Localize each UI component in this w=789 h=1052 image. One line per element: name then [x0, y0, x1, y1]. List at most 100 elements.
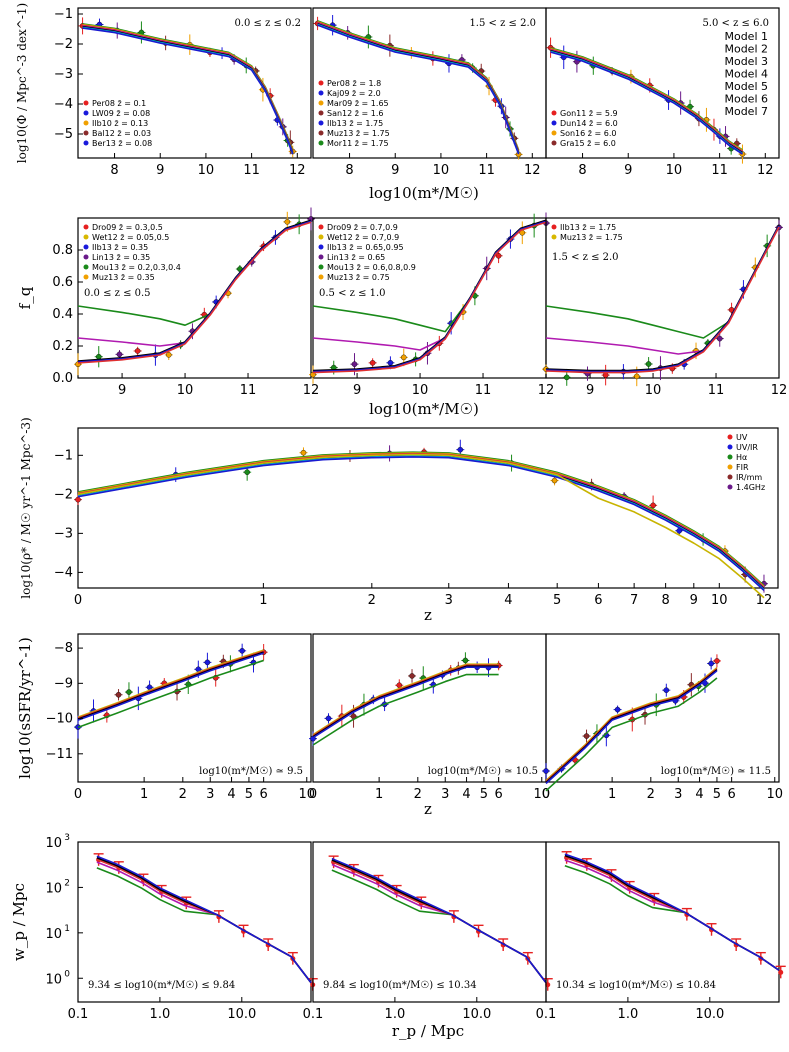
wp-panel-title: 9.84 ≤ log10(m*/M☉) ≤ 10.34: [323, 980, 477, 991]
wp-panel-title: 10.34 ≤ log10(m*/M☉) ≤ 10.84: [556, 980, 716, 991]
csfrd-data-point: [457, 446, 464, 453]
csfrd-legend-marker: [727, 474, 733, 480]
csfrd-ytick-label: −4: [54, 565, 73, 580]
smf-panel-title: 5.0 < z ≤ 6.0: [702, 18, 769, 29]
csfrd-xtick-label: 4: [504, 593, 512, 608]
fq-data-point: [400, 354, 407, 361]
wp-ylabel: w_p / Mpc: [10, 883, 28, 961]
wp-xtick-label: 1.0: [150, 1007, 171, 1022]
ssfr-data-point: [663, 687, 670, 693]
wp-model-line: [331, 860, 547, 984]
ssfr-data-point: [115, 691, 122, 698]
smf-legend-marker: [83, 110, 89, 116]
smf-legend-marker: [551, 140, 557, 146]
fq-xtick-label: 10: [645, 383, 662, 398]
smf-legend-entry: San12 z̄ = 1.6: [327, 109, 383, 118]
ssfr-data-point: [126, 689, 132, 695]
smf-legend-marker: [318, 120, 324, 126]
fq-model-line: [545, 225, 780, 373]
wp-panel-1: [77, 841, 312, 1003]
fq-legend-marker: [551, 224, 557, 230]
csfrd-legend-marker: [727, 484, 733, 490]
csfrd-legend-entry: 1.4GHz: [736, 483, 765, 492]
fq-legend-entry: Ilb13 z̄ = 0.65,0.95: [327, 243, 404, 252]
smf-panel-title: 0.0 ≤ z ≤ 0.2: [234, 18, 301, 29]
wp-model-line: [564, 856, 780, 971]
wp-model-line: [96, 867, 312, 984]
wp-model-line: [96, 861, 312, 984]
ssfr-xtick-label: 2: [647, 787, 655, 802]
smf-xtick-label: 12: [757, 163, 774, 178]
ssfr-panel-3: [545, 633, 780, 783]
ssfr-xtick-label: 1: [140, 787, 148, 802]
ssfr-model-line: [77, 652, 264, 721]
smf-xlabel: log10(m*/M☉): [369, 184, 479, 202]
fq-legend-entry: Wet12 z̄ = 0.05,0.5: [92, 233, 169, 242]
ssfr-ytick-label: −10: [46, 712, 73, 727]
ssfr-xtick-label: 3: [674, 787, 682, 802]
ssfr-xtick-label: 4: [462, 787, 470, 802]
smf-xtick-label: 11: [478, 163, 495, 178]
fq-legend-entry: Lin13 z̄ = 0.35: [92, 253, 150, 262]
ssfr-xtick-label: 5: [245, 787, 253, 802]
ssfr-ytick-label: −11: [46, 747, 73, 762]
smf-xtick-label: 9: [624, 163, 632, 178]
fq-legend-entry: Muz13 z̄ = 0.35: [92, 273, 155, 282]
smf-legend-entry: Ilb10 z̄ = 0.13: [92, 119, 148, 128]
smf-legend-entry: Kaj09 z̄ = 2.0: [327, 89, 381, 98]
fq-model-line: [77, 221, 312, 364]
smf-legend-marker: [83, 140, 89, 146]
csfrd-xtick-label: 2: [368, 593, 376, 608]
smf-legend-entry: Gon11 z̄ = 5.9: [560, 109, 618, 118]
fq-data-point: [116, 351, 123, 358]
csfrd-legend-entry: FIR: [736, 463, 749, 472]
csfrd-ytick-label: −1: [54, 448, 73, 463]
fq-data-point: [563, 374, 570, 381]
csfrd-xtick-label: 12: [756, 593, 773, 608]
fq-legend-marker: [318, 264, 324, 270]
ssfr-panel-2: [312, 633, 547, 783]
fq-model-1-line: [545, 225, 780, 339]
smf-legend-marker: [83, 130, 89, 136]
fq-legend-entry: Dro09 z̄ = 0.7,0.9: [327, 223, 398, 232]
fq-legend-entry: Muz13 z̄ = 0.75: [327, 273, 390, 282]
ssfr-panel-1: [77, 633, 312, 783]
fq-xtick-label: 10: [177, 383, 194, 398]
wp-model-line: [331, 863, 547, 984]
fq-xtick-label: 9: [586, 383, 594, 398]
fq-legend-entry: Dro09 z̄ = 0.3,0.5: [92, 223, 163, 232]
smf-ytick-label: −5: [54, 127, 73, 142]
wp-ytick-label: 10: [45, 836, 62, 851]
smf-legend-marker: [551, 120, 557, 126]
smf-legend-entry: Muz13 z̄ = 1.75: [327, 129, 390, 138]
smf-legend-marker: [318, 130, 324, 136]
fq-data-point: [369, 360, 376, 366]
csfrd-legend-marker: [727, 444, 733, 450]
csfrd-ytick-label: −2: [54, 487, 73, 502]
ssfr-data-point: [409, 673, 415, 679]
ssfr-data-point: [543, 768, 549, 774]
fq-xlabel: log10(m*/M☉): [369, 400, 479, 418]
wp-ytick-exponent: 3: [64, 833, 70, 843]
fq-legend-marker: [83, 264, 89, 270]
ssfr-xtick-label: 0: [542, 787, 550, 802]
ssfr-xtick-label: 4: [695, 787, 703, 802]
csfrd-legend-entry: UV/IR: [736, 443, 758, 452]
smf-legend-entry: Son16 z̄ = 6.0: [560, 129, 616, 138]
smf-xtick-label: 12: [524, 163, 541, 178]
ssfr-model-1-line: [312, 673, 499, 746]
csfrd-legend-entry: UV: [736, 433, 748, 442]
ssfr-xtick-label: 3: [441, 787, 449, 802]
fq-xtick-label: 12: [771, 383, 788, 398]
ssfr-data-point: [325, 715, 332, 722]
smf-legend-entry: Mar09 z̄ = 1.65: [327, 99, 389, 108]
csfrd-xtick-label: 1: [259, 593, 267, 608]
ssfr-data-point: [462, 657, 469, 664]
wp-ytick-label: 10: [45, 927, 62, 942]
ssfr-xtick-label: 4: [227, 787, 235, 802]
smf-xtick-label: 9: [156, 163, 164, 178]
smf-ytick-label: −4: [54, 97, 73, 112]
csfrd-ytick-label: −3: [54, 526, 73, 541]
wp-xtick-label: 10.0: [227, 1007, 256, 1022]
